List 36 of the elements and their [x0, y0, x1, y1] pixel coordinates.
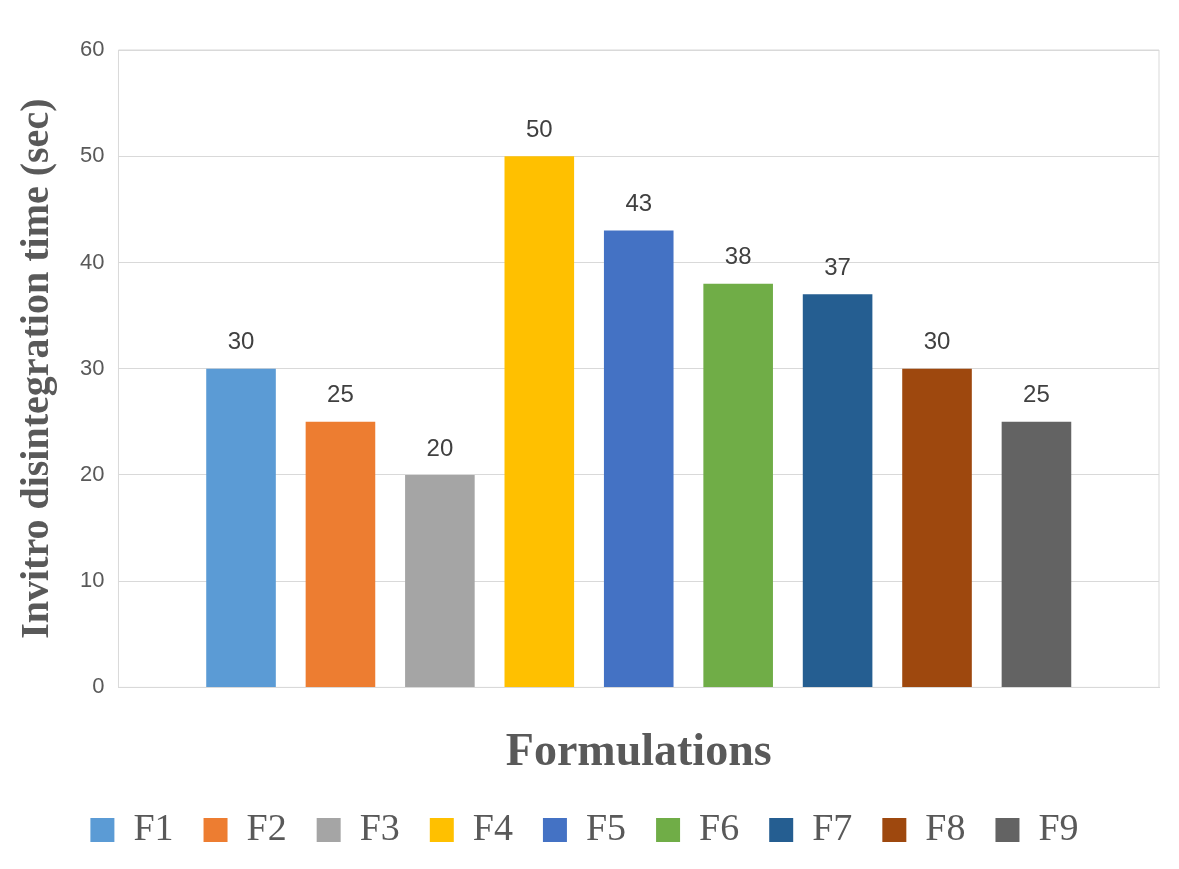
legend-label: F8 [925, 805, 966, 848]
bar [504, 156, 575, 687]
data-label: 37 [824, 252, 851, 280]
data-label: 30 [227, 327, 255, 355]
y-axis-title: Invitro disintegration time (sec) [12, 98, 58, 639]
legend-label: F9 [1038, 805, 1079, 848]
data-label: 25 [1023, 380, 1050, 408]
y-tick-label: 10 [79, 567, 105, 593]
y-tick-label: 30 [79, 354, 105, 380]
legend-label: F6 [699, 805, 740, 848]
y-tick-label: 0 [92, 673, 105, 699]
y-tick-label: 40 [79, 248, 105, 274]
data-label: 25 [327, 380, 354, 408]
legend-label: F5 [585, 805, 627, 848]
bar [1001, 421, 1072, 687]
bar [703, 283, 773, 687]
bar [902, 368, 972, 687]
data-label: 30 [923, 327, 951, 355]
data-label: 50 [525, 114, 553, 142]
legend-label: F7 [812, 805, 853, 848]
data-label: 38 [724, 242, 752, 270]
bar [206, 368, 276, 687]
x-axis-title: Formulations [505, 724, 772, 776]
data-label: 20 [426, 433, 454, 461]
legend-label: F2 [246, 805, 287, 848]
bar [603, 230, 674, 687]
bar [405, 474, 475, 687]
bar [305, 421, 376, 687]
data-label: 43 [625, 189, 653, 217]
legend-label: F4 [472, 805, 513, 848]
y-tick-label: 50 [79, 142, 105, 168]
y-tick-label: 60 [79, 36, 105, 62]
bar [802, 294, 873, 687]
legend-label: F1 [133, 805, 174, 848]
legend-label: F3 [359, 805, 400, 848]
y-tick-label: 20 [79, 461, 105, 486]
